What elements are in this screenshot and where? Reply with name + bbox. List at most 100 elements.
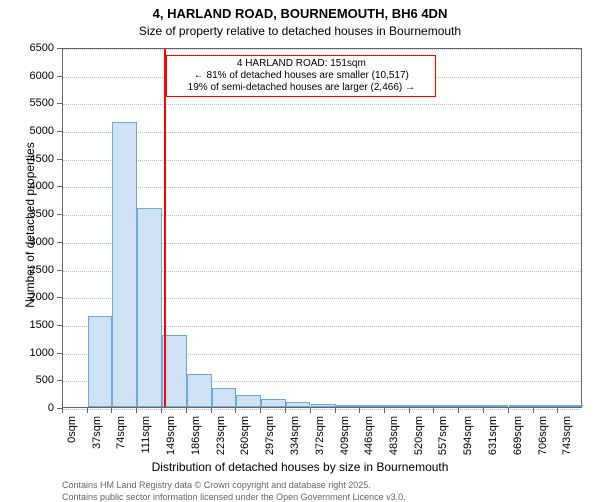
ytick-label: 5000: [0, 125, 54, 137]
histogram-bar: [311, 404, 336, 407]
x-axis-label: Distribution of detached houses by size …: [0, 460, 600, 474]
xtick-mark: [260, 408, 261, 413]
histogram-bar: [534, 405, 559, 407]
histogram-bar: [385, 405, 410, 407]
histogram-bar: [236, 395, 261, 407]
ytick-label: 1500: [0, 319, 54, 331]
xtick-label: 706sqm: [537, 416, 549, 455]
plot-area: 4 HARLAND ROAD: 151sqm← 81% of detached …: [62, 48, 582, 408]
xtick-label: 37sqm: [91, 416, 103, 449]
ytick-mark: [57, 214, 62, 215]
ytick-label: 6000: [0, 70, 54, 82]
annotation-line: 4 HARLAND ROAD: 151sqm: [171, 58, 431, 70]
xtick-mark: [483, 408, 484, 413]
footer-line2: Contains public sector information licen…: [62, 492, 406, 502]
reference-line: [164, 49, 166, 407]
xtick-mark: [310, 408, 311, 413]
ytick-mark: [57, 242, 62, 243]
xtick-label: 111sqm: [140, 416, 152, 454]
ytick-label: 2000: [0, 291, 54, 303]
ytick-mark: [57, 270, 62, 271]
histogram-bar: [336, 405, 361, 407]
histogram-bar: [360, 405, 385, 407]
xtick-label: 223sqm: [215, 416, 227, 455]
xtick-mark: [409, 408, 410, 413]
histogram-bar: [558, 405, 583, 407]
xtick-label: 260sqm: [239, 416, 251, 455]
xtick-mark: [433, 408, 434, 413]
xtick-mark: [359, 408, 360, 413]
histogram-bar: [261, 399, 286, 407]
histogram-bar: [137, 208, 162, 407]
annotation-line: ← 81% of detached houses are smaller (10…: [171, 70, 431, 82]
xtick-label: 186sqm: [190, 416, 202, 455]
histogram-bar: [112, 122, 137, 407]
xtick-mark: [136, 408, 137, 413]
xtick-mark: [285, 408, 286, 413]
xtick-label: 297sqm: [264, 416, 276, 455]
gridline: [63, 409, 581, 410]
ytick-label: 3000: [0, 236, 54, 248]
xtick-label: 446sqm: [363, 416, 375, 455]
xtick-mark: [335, 408, 336, 413]
xtick-label: 372sqm: [314, 416, 326, 455]
xtick-mark: [211, 408, 212, 413]
xtick-mark: [508, 408, 509, 413]
gridline: [63, 104, 581, 105]
xtick-mark: [87, 408, 88, 413]
histogram-bar: [459, 405, 484, 407]
ytick-mark: [57, 131, 62, 132]
xtick-label: 557sqm: [437, 416, 449, 455]
xtick-mark: [384, 408, 385, 413]
ytick-mark: [57, 380, 62, 381]
xtick-label: 631sqm: [487, 416, 499, 455]
ytick-label: 3500: [0, 208, 54, 220]
ytick-label: 6500: [0, 42, 54, 54]
xtick-mark: [458, 408, 459, 413]
xtick-label: 74sqm: [115, 416, 127, 449]
ytick-mark: [57, 103, 62, 104]
ytick-mark: [57, 186, 62, 187]
ytick-label: 1000: [0, 347, 54, 359]
xtick-label: 594sqm: [462, 416, 474, 455]
histogram-bar: [88, 316, 113, 407]
ytick-label: 4000: [0, 180, 54, 192]
xtick-label: 409sqm: [339, 416, 351, 455]
gridline: [63, 49, 581, 50]
footer-line1: Contains HM Land Registry data © Crown c…: [62, 480, 371, 490]
xtick-label: 743sqm: [561, 416, 573, 455]
histogram-bar: [162, 335, 187, 407]
histogram-bar: [509, 405, 534, 407]
xtick-mark: [186, 408, 187, 413]
chart-container: 4, HARLAND ROAD, BOURNEMOUTH, BH6 4DN Si…: [0, 0, 600, 500]
ytick-mark: [57, 353, 62, 354]
histogram-bar: [410, 405, 435, 407]
ytick-mark: [57, 48, 62, 49]
histogram-bar: [212, 388, 237, 407]
ytick-label: 4500: [0, 153, 54, 165]
chart-title-line2: Size of property relative to detached ho…: [0, 24, 600, 38]
ytick-mark: [57, 325, 62, 326]
ytick-label: 5500: [0, 97, 54, 109]
histogram-bar: [286, 402, 311, 407]
xtick-label: 149sqm: [165, 416, 177, 455]
ytick-label: 500: [0, 374, 54, 386]
ytick-mark: [57, 76, 62, 77]
ytick-mark: [57, 159, 62, 160]
ytick-label: 2500: [0, 264, 54, 276]
xtick-mark: [533, 408, 534, 413]
gridline: [63, 160, 581, 161]
xtick-label: 0sqm: [66, 416, 78, 443]
xtick-mark: [111, 408, 112, 413]
chart-title-line1: 4, HARLAND ROAD, BOURNEMOUTH, BH6 4DN: [0, 6, 600, 21]
xtick-label: 520sqm: [413, 416, 425, 455]
gridline: [63, 132, 581, 133]
ytick-label: 0: [0, 402, 54, 414]
histogram-bar: [434, 405, 459, 407]
xtick-mark: [161, 408, 162, 413]
histogram-bar: [484, 405, 509, 407]
annotation-line: 19% of semi-detached houses are larger (…: [171, 82, 431, 94]
xtick-mark: [557, 408, 558, 413]
ytick-mark: [57, 297, 62, 298]
xtick-label: 483sqm: [388, 416, 400, 455]
